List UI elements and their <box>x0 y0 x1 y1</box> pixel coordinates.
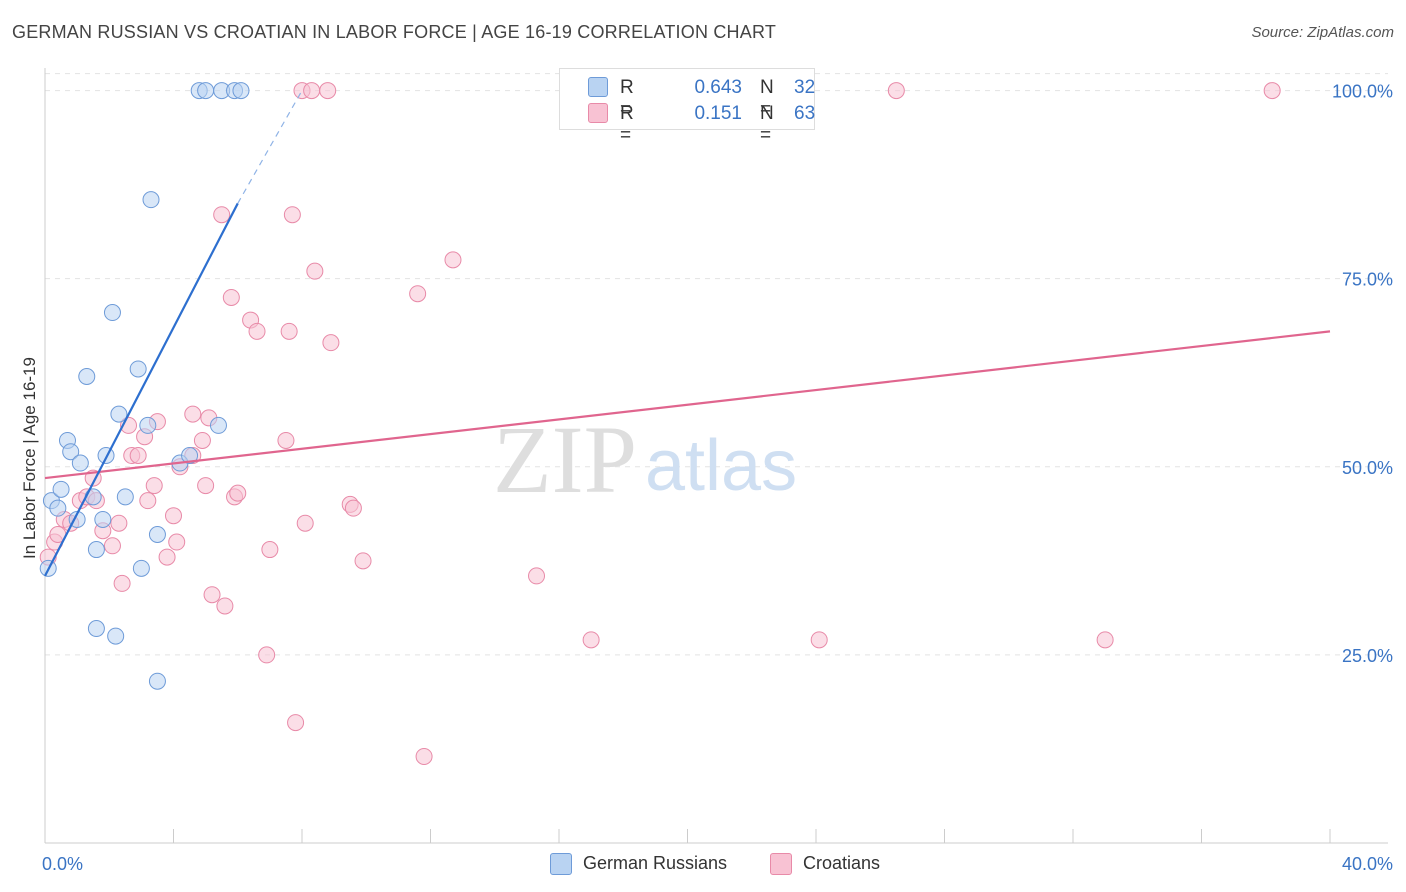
point-german-russians <box>142 191 160 209</box>
point-croatians <box>319 82 337 100</box>
point-croatians <box>1263 82 1281 100</box>
point-german-russians <box>209 416 227 434</box>
point-croatians <box>213 206 231 224</box>
y-axis-label: In Labor Force | Age 16-19 <box>20 357 39 559</box>
point-croatians <box>1096 631 1114 649</box>
source-credit: Source: ZipAtlas.com <box>1251 24 1394 41</box>
point-croatians <box>103 537 121 555</box>
point-croatians <box>344 499 362 517</box>
y-tick-label-75: 75.0% <box>1342 270 1393 290</box>
n-label: N = <box>760 77 774 120</box>
r-label: R = <box>620 77 634 120</box>
german-russians-legend-swatch <box>550 853 572 875</box>
r-value-german-russians: 0.643 <box>694 77 742 98</box>
r-value-croatians: 0.151 <box>694 103 742 124</box>
point-croatians <box>283 206 301 224</box>
data-points <box>39 82 1281 765</box>
point-croatians <box>528 567 546 585</box>
point-croatians <box>229 484 247 502</box>
point-croatians <box>184 405 202 423</box>
chart-title: GERMAN RUSSIAN VS CROATIAN IN LABOR FORC… <box>12 22 777 42</box>
r-label: R = <box>620 103 634 146</box>
y-tick-label-50: 50.0% <box>1342 458 1393 478</box>
tick-labels: 25.0% 50.0% 75.0% 100.0% 0.0% 40.0% <box>42 82 1393 874</box>
trend-line-german-russians-extension <box>237 90 303 204</box>
point-croatians <box>165 507 182 525</box>
axes <box>44 68 1388 844</box>
point-croatians <box>261 541 279 559</box>
croatians-swatch <box>588 103 608 123</box>
point-german-russians <box>71 454 89 472</box>
point-croatians <box>168 533 186 551</box>
point-german-russians <box>87 620 105 638</box>
point-croatians <box>296 514 314 532</box>
point-croatians <box>303 82 321 100</box>
point-german-russians <box>94 510 112 528</box>
watermark-zip: ZIP <box>493 406 637 513</box>
watermark-atlas: atlas <box>645 426 797 506</box>
n-value-croatians: 63 <box>794 103 816 124</box>
x-tick-label-min: 0.0% <box>42 854 83 874</box>
point-croatians <box>887 82 905 100</box>
point-croatians <box>216 597 234 615</box>
stats-legend: R = 0.643 N = 32 R = 0.151 N = 63 <box>559 68 816 146</box>
point-german-russians <box>132 559 150 577</box>
point-german-russians <box>87 541 105 559</box>
point-croatians <box>193 431 211 449</box>
point-croatians <box>145 477 163 495</box>
point-croatians <box>280 322 298 340</box>
point-croatians <box>409 285 427 303</box>
point-croatians <box>129 447 147 464</box>
y-tick-label-100: 100.0% <box>1332 82 1393 102</box>
point-croatians <box>222 288 240 306</box>
point-german-russians <box>52 480 70 498</box>
point-german-russians <box>107 627 125 645</box>
point-german-russians <box>181 447 199 464</box>
point-german-russians <box>129 360 147 378</box>
trend-line-croatians <box>44 330 1331 480</box>
n-label: N = <box>760 103 774 146</box>
point-croatians <box>287 714 305 732</box>
point-croatians <box>582 631 600 649</box>
point-german-russians <box>232 82 250 100</box>
point-croatians <box>322 334 340 352</box>
trend-lines <box>44 90 1331 577</box>
trend-line-german-russians <box>44 202 239 577</box>
point-german-russians <box>148 526 166 544</box>
point-croatians <box>158 548 176 566</box>
x-tick-label-max: 40.0% <box>1342 854 1393 874</box>
point-croatians <box>810 631 828 649</box>
point-croatians <box>444 251 462 269</box>
point-german-russians <box>197 82 215 100</box>
n-value-german-russians: 32 <box>794 77 816 98</box>
point-croatians <box>258 646 276 664</box>
point-german-russians <box>148 672 166 690</box>
point-german-russians <box>110 405 128 423</box>
point-croatians <box>203 586 221 604</box>
croatians-legend-swatch <box>770 853 792 875</box>
watermark: ZIP atlas <box>493 406 797 513</box>
point-croatians <box>415 747 433 765</box>
point-croatians <box>139 492 157 510</box>
point-german-russians <box>49 499 67 517</box>
point-croatians <box>277 431 295 449</box>
point-croatians <box>113 574 131 592</box>
point-croatians <box>248 322 266 340</box>
point-german-russians <box>103 304 121 322</box>
point-croatians <box>306 262 324 280</box>
german-russians-legend-label: German Russians <box>583 853 728 873</box>
point-croatians <box>197 477 215 495</box>
point-german-russians <box>78 367 96 385</box>
y-tick-label-25: 25.0% <box>1342 646 1393 666</box>
point-croatians <box>354 552 372 570</box>
point-german-russians <box>62 443 80 461</box>
point-croatians <box>110 514 128 532</box>
point-german-russians <box>139 416 157 434</box>
point-german-russians <box>97 447 115 464</box>
german-russians-swatch <box>588 77 608 97</box>
point-german-russians <box>116 488 134 506</box>
croatians-legend-label: Croatians <box>803 853 881 873</box>
gridlines <box>45 73 1388 656</box>
